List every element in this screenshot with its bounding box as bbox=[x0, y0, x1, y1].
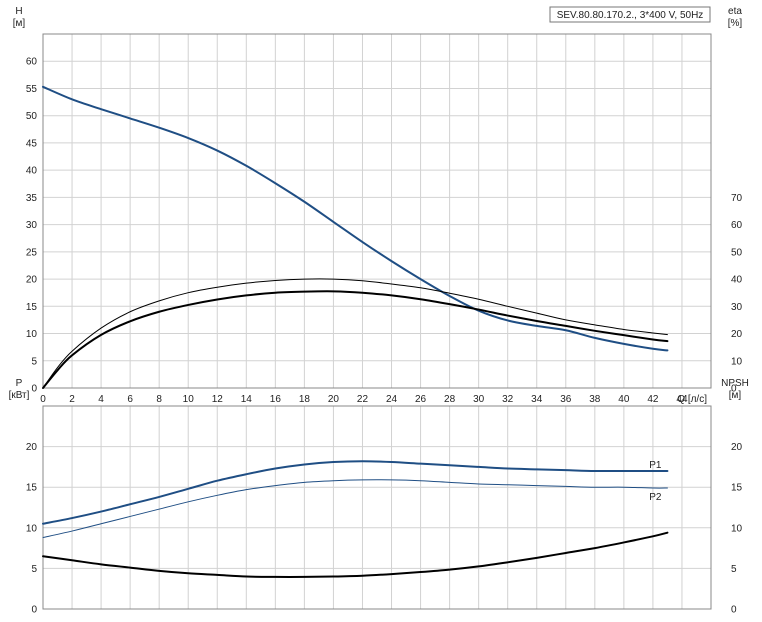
x-tick-label: 18 bbox=[299, 394, 311, 405]
y-right-axis-title: NPSH bbox=[721, 378, 749, 389]
x-tick-label: 22 bbox=[357, 394, 369, 405]
y-right-tick-label: 0 bbox=[731, 605, 737, 616]
x-tick-label: 10 bbox=[183, 394, 195, 405]
y-right-tick-label: 15 bbox=[731, 483, 743, 494]
x-tick-label: 34 bbox=[531, 394, 543, 405]
x-tick-label: 26 bbox=[415, 394, 427, 405]
p2-curve bbox=[42, 479, 668, 539]
y-right-tick-label: 20 bbox=[731, 442, 743, 453]
head-series-2-curve bbox=[42, 290, 669, 389]
x-tick-label: 8 bbox=[156, 394, 162, 405]
y-left-tick-label: 40 bbox=[26, 166, 38, 177]
y-left-tick-label: 55 bbox=[26, 84, 38, 95]
x-tick-label: 40 bbox=[618, 394, 630, 405]
y-right-tick-label: 60 bbox=[731, 220, 743, 231]
x-tick-label: 14 bbox=[241, 394, 253, 405]
p1-curve bbox=[42, 460, 669, 525]
y-right-tick-label: 10 bbox=[731, 523, 743, 534]
chart-title-box: SEV.80.80.170.2., 3*400 V, 50Hz bbox=[549, 6, 711, 23]
y-left-tick-label: 0 bbox=[31, 605, 37, 616]
y-left-tick-label: 10 bbox=[26, 523, 38, 534]
x-tick-label: 42 bbox=[647, 394, 659, 405]
y-right-tick-label: 5 bbox=[731, 564, 737, 575]
y-right-tick-label: 70 bbox=[731, 193, 743, 204]
x-tick-label: 28 bbox=[444, 394, 456, 405]
y-left-tick-label: 25 bbox=[26, 247, 38, 258]
x-tick-label: 20 bbox=[328, 394, 340, 405]
x-tick-label: 36 bbox=[560, 394, 572, 405]
y-left-tick-label: 5 bbox=[31, 564, 37, 575]
y-right-tick-label: 20 bbox=[731, 329, 743, 340]
chart-title: SEV.80.80.170.2., 3*400 V, 50Hz bbox=[557, 10, 704, 21]
series-label-p2: P2 bbox=[649, 492, 662, 503]
y-left-tick-label: 15 bbox=[26, 302, 38, 313]
y-right-axis-title: eta bbox=[728, 6, 742, 17]
x-tick-label: 24 bbox=[386, 394, 398, 405]
y-right-tick-label: 50 bbox=[731, 247, 743, 258]
y-left-tick-label: 35 bbox=[26, 193, 38, 204]
y-right-axis-unit: [м] bbox=[729, 390, 742, 401]
head-efficiency-panel: 0 5 10 15 20 25 30 35 40 45 50 55 60 0 10 20 30 40 50 60 70 0… bbox=[13, 6, 743, 405]
x-tick-label: 6 bbox=[127, 394, 133, 405]
x-tick-label: 4 bbox=[98, 394, 104, 405]
y-left-tick-label: 0 bbox=[31, 384, 37, 395]
head-grid bbox=[42, 33, 712, 389]
y-left-axis-title: P bbox=[16, 378, 23, 389]
y-left-tick-label: 10 bbox=[26, 329, 38, 340]
y-left-tick-label: 20 bbox=[26, 275, 38, 286]
y-right-tick-label: 10 bbox=[731, 356, 743, 367]
x-tick-label: 32 bbox=[502, 394, 514, 405]
y-left-axis-unit: [кВт] bbox=[9, 390, 30, 401]
y-left-tick-label: 5 bbox=[31, 356, 37, 367]
y-left-tick-label: 15 bbox=[26, 483, 38, 494]
power-grid bbox=[42, 405, 712, 610]
power-plot-frame bbox=[42, 405, 712, 610]
y-right-tick-label: 40 bbox=[731, 275, 743, 286]
y-left-tick-label: 20 bbox=[26, 442, 38, 453]
x-tick-label: 38 bbox=[589, 394, 601, 405]
y-left-tick-label: 60 bbox=[26, 57, 38, 68]
title-box-border bbox=[549, 6, 711, 23]
y-right-tick-label: 30 bbox=[731, 302, 743, 313]
y-left-tick-label: 30 bbox=[26, 220, 38, 231]
x-tick-label: 12 bbox=[212, 394, 224, 405]
head-series-1-curve bbox=[42, 278, 668, 389]
series-label-p1: P1 bbox=[649, 460, 662, 471]
y-right-tick-label: 0 bbox=[731, 384, 737, 395]
x-tick-label: 30 bbox=[473, 394, 485, 405]
power-series-2-curve bbox=[42, 531, 669, 578]
y-right-axis-unit: [%] bbox=[728, 18, 743, 29]
x-tick-label: 0 bbox=[40, 394, 46, 405]
y-left-axis-title: H bbox=[15, 6, 22, 17]
x-tick-label: 16 bbox=[270, 394, 282, 405]
head-plot-frame bbox=[42, 33, 712, 389]
head-series-0-curve bbox=[42, 85, 669, 352]
x-tick-label: 2 bbox=[69, 394, 75, 405]
x-tick-label: 44 bbox=[676, 394, 688, 405]
y-left-axis-unit: [м] bbox=[13, 18, 26, 29]
y-left-tick-label: 50 bbox=[26, 111, 38, 122]
y-left-tick-label: 45 bbox=[26, 138, 38, 149]
x-axis-label: Q [л/с] bbox=[677, 394, 707, 405]
